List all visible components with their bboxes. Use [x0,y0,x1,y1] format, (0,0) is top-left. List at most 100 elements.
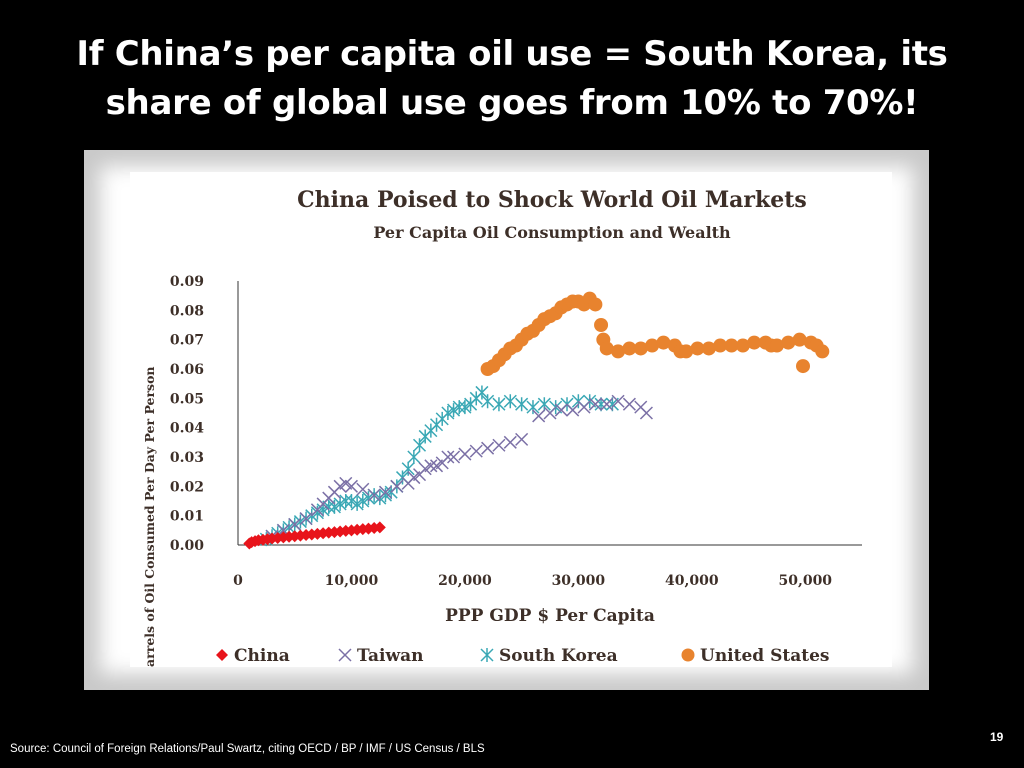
data-point [639,406,653,420]
data-point [515,432,529,446]
data-point [622,397,636,411]
data-point [713,338,728,353]
data-point [599,341,614,356]
data-point [796,359,811,374]
data-point [526,400,540,415]
data-point [378,485,393,499]
data-point [277,531,290,544]
x-tick-label: 40,000 [665,573,719,589]
x-tick-label: 10,000 [325,573,379,589]
data-point [481,394,495,409]
x-tick-labels: 0 10,000 20,000 30,000 40,000 50,000 [233,573,832,589]
data-point [492,397,506,412]
data-point [815,344,830,359]
data-point [271,531,284,544]
data-point [566,403,580,417]
data-point [373,521,386,534]
chart-background [130,172,892,667]
data-point [588,297,603,312]
y-axis-label: Barrels of Oil Consumed Per Day Per Pers… [142,366,157,667]
x-tick-label: 30,000 [552,573,606,589]
legend-marker [216,649,228,661]
data-point [412,438,427,453]
data-point [735,338,750,353]
legend-marker [338,648,352,662]
data-point [656,335,671,350]
chart-svg: China Poised to Shock World Oil Markets … [130,172,892,667]
data-point [401,461,415,476]
data-point [577,400,591,414]
series-china [243,521,386,550]
data-point [356,482,370,496]
slide-title: If China’s per capita oil use = South Ko… [40,30,984,128]
data-point [469,444,483,458]
y-tick-label: 0.05 [170,391,204,407]
data-points [243,291,830,550]
data-point [424,459,438,473]
chart-subtitle: Per Capita Oil Consumption and Wealth [373,223,731,242]
data-point [781,335,796,350]
page-number: 19 [990,730,1004,744]
data-point [288,530,301,543]
source-note: Source: Council of Foreign Relations/Pau… [10,743,485,755]
data-point [515,397,529,412]
data-point [481,441,495,455]
data-point [458,447,472,461]
data-point [492,438,506,452]
slide-title-line2: share of global use goes from 10% to 70%… [105,83,919,123]
data-point [611,344,626,359]
legend-marker [681,648,695,662]
slide-title-line1: If China’s per capita oil use = South Ko… [76,34,948,74]
y-tick-label: 0.09 [170,274,204,290]
x-axis-label: PPP GDP $ Per Capita [445,606,655,626]
data-point [390,479,404,493]
y-tick-label: 0.03 [170,450,204,466]
x-tick-label: 0 [233,573,243,589]
y-tick-label: 0.00 [170,538,204,554]
data-point [645,338,660,353]
y-tick-label: 0.02 [170,479,204,495]
data-point [407,450,421,464]
data-point [679,344,694,359]
data-point [701,341,716,356]
data-point [367,488,381,502]
data-point [543,406,557,420]
y-tick-labels: 0.00 0.01 0.02 0.03 0.04 0.05 0.06 0.07 0.08 0.09 [170,274,204,554]
y-tick-label: 0.04 [170,421,204,437]
data-point [503,394,517,409]
legend-label: South Korea [499,646,618,666]
y-tick-label: 0.08 [170,303,204,319]
legend-label: China [234,646,290,666]
legend: China Taiwan South Korea United States [216,646,830,666]
data-point [537,397,551,412]
data-point [532,409,546,423]
y-tick-label: 0.07 [170,333,204,349]
data-point [288,517,302,531]
x-tick-label: 50,000 [778,573,832,589]
data-point [588,397,602,411]
data-point [503,435,517,449]
data-point [622,341,637,356]
data-point [611,394,625,408]
data-point [747,335,762,350]
data-point [633,341,648,356]
legend-label: Taiwan [357,646,424,666]
data-point [475,385,489,400]
data-point [724,338,739,353]
series-united-states [480,291,830,376]
data-point [792,332,807,347]
data-point [344,479,358,493]
chart-title: China Poised to Shock World Oil Markets [297,187,807,213]
y-tick-label: 0.06 [170,362,204,378]
legend-label: United States [700,646,830,666]
data-point [600,397,614,411]
x-tick-label: 20,000 [438,573,492,589]
data-point [554,403,568,417]
series-taiwan [265,394,653,543]
data-point [690,341,705,356]
data-point [447,450,461,464]
data-point [769,338,784,353]
legend-marker [480,648,494,662]
data-point [283,530,296,543]
data-point [594,318,609,332]
